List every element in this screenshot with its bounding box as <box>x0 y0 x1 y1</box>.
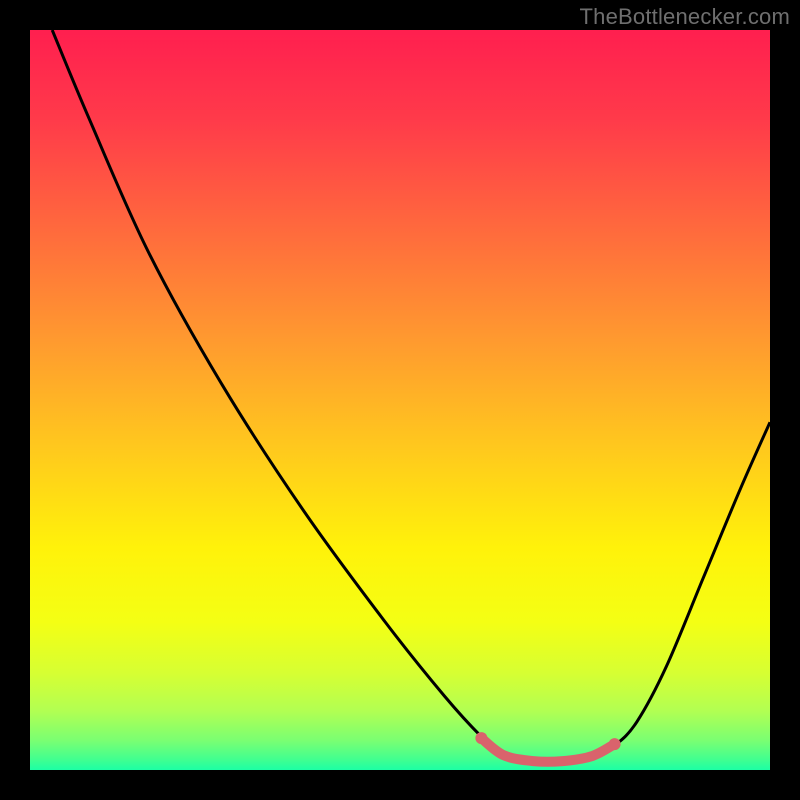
bottleneck-chart <box>0 0 800 800</box>
gradient-background <box>30 30 770 770</box>
valley-endpoint-right <box>609 738 621 750</box>
watermark-text: TheBottlenecker.com <box>580 4 790 30</box>
valley-endpoint-left <box>475 732 487 744</box>
chart-container: TheBottlenecker.com <box>0 0 800 800</box>
